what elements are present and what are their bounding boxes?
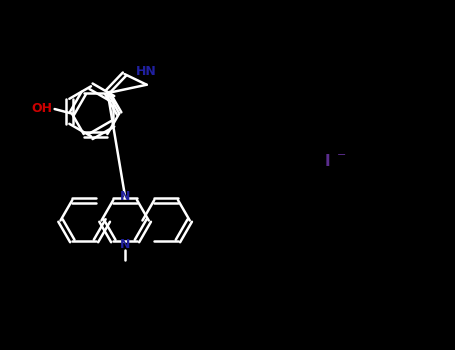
Text: I: I (325, 154, 330, 169)
Text: N: N (120, 190, 130, 203)
Text: −: − (337, 149, 346, 160)
Text: OH: OH (31, 102, 52, 114)
Text: HN: HN (136, 65, 156, 78)
Text: N: N (120, 238, 130, 251)
